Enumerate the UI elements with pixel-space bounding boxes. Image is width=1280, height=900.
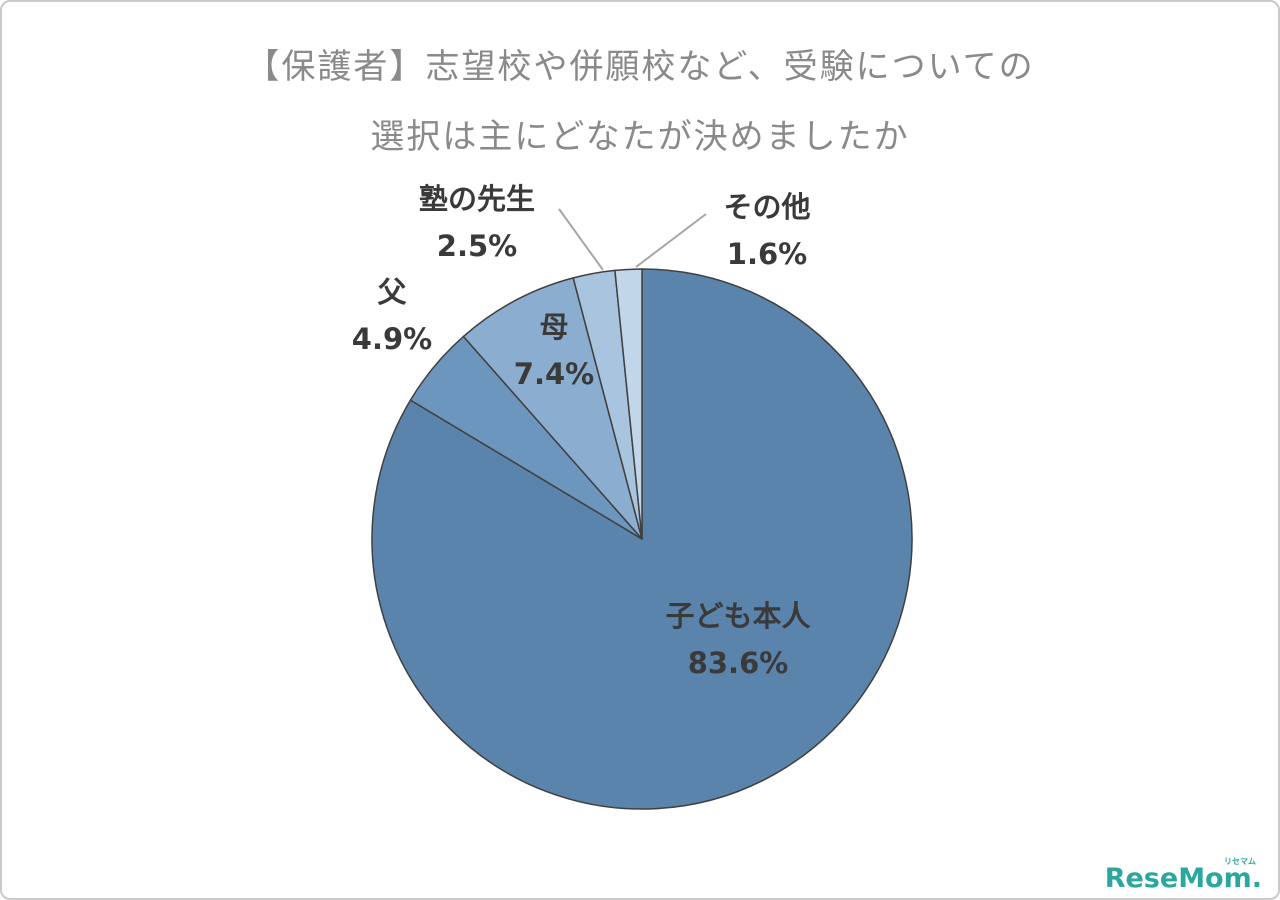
pie-slice-2 — [462, 277, 643, 540]
label-haha-name: 母 — [539, 310, 569, 344]
label-sonota-value: 1.6% — [726, 237, 808, 271]
leader-line-sonota — [635, 213, 707, 268]
label-chichi-value: 4.9% — [351, 322, 433, 356]
resemom-logo: リセマム ReseMom. — [1105, 857, 1262, 892]
leader-line-juku-no-sensei — [558, 208, 604, 271]
label-juku-no-sensei-name: 塾の先生 — [418, 182, 536, 216]
chart-title-line2: 選択は主にどなたが決めましたか — [370, 117, 910, 157]
label-chichi-name: 父 — [377, 275, 407, 309]
label-kodomo-honnin: 子ども本人 83.6% — [665, 593, 810, 687]
label-juku-no-sensei-value: 2.5% — [436, 229, 518, 263]
label-haha: 母 7.4% — [514, 304, 594, 398]
pie-slice-4 — [614, 268, 643, 540]
label-sonota: その他 1.6% — [723, 184, 810, 278]
label-chichi: 父 4.9% — [352, 269, 432, 363]
label-kodomo-honnin-name: 子ども本人 — [665, 599, 811, 633]
resemom-logo-text: ReseMom. — [1104, 863, 1262, 894]
label-haha-value: 7.4% — [513, 357, 595, 391]
chart-title-line1: 【保護者】志望校や併願校など、受験についての — [245, 47, 1035, 87]
label-sonota-name: その他 — [723, 190, 811, 224]
chart-title: 【保護者】志望校や併願校など、受験についての 選択は主にどなたが決めましたか — [2, 32, 1278, 172]
resemom-logo-ruby: リセマム — [1224, 857, 1256, 866]
label-kodomo-honnin-value: 83.6% — [687, 646, 789, 680]
label-juku-no-sensei: 塾の先生 2.5% — [419, 176, 535, 270]
